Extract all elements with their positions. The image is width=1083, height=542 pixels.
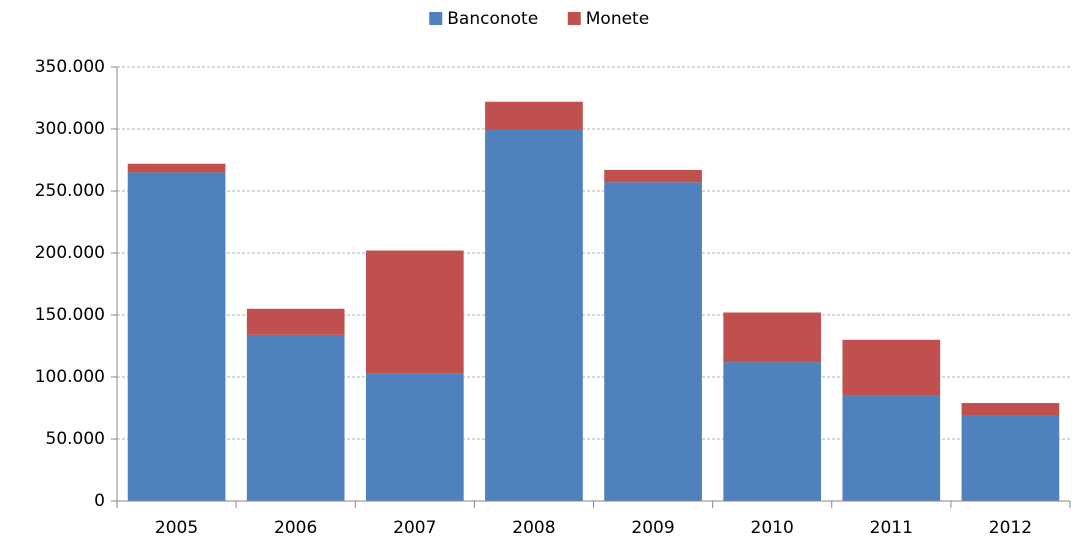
x-tick-label: 2005 [155,518,198,538]
y-tick-label: 250.000 [35,181,105,201]
bar-segment [961,403,1060,416]
legend-label: Banconote [447,9,538,29]
bar-segment [842,339,941,396]
x-tick-label: 2009 [631,518,674,538]
legend-label: Monete [586,9,649,29]
y-tick-label: 350.000 [35,57,105,77]
y-tick-label: 200.000 [35,243,105,263]
y-tick-label: 0 [94,491,105,511]
bar-segment [842,395,941,501]
y-tick-label: 50.000 [46,429,105,449]
y-tick-label: 100.000 [35,367,105,387]
bar-segment [961,415,1060,501]
bar-segment [723,312,822,363]
bar-segment [723,362,822,501]
bar-segment [485,101,583,129]
bar-segment [604,169,702,183]
bar-segment [365,373,464,501]
x-tick-label: 2010 [751,518,794,538]
x-tick-label: 2008 [512,518,555,538]
bar-segment [246,308,345,335]
x-tick-label: 2011 [870,518,913,538]
x-tick-label: 2006 [274,518,317,538]
bar-segment [604,182,702,501]
y-tick-label: 150.000 [35,305,105,325]
legend-swatch [567,12,581,25]
x-tick-label: 2012 [989,518,1032,538]
legend-swatch [429,12,443,25]
bar-segment [246,334,345,501]
bar-segment [127,172,226,501]
y-tick-label: 300.000 [35,119,105,139]
bar-segment [127,163,226,173]
bar-segment [485,129,583,501]
x-tick-label: 2007 [393,518,436,538]
bar-segment [365,250,464,374]
